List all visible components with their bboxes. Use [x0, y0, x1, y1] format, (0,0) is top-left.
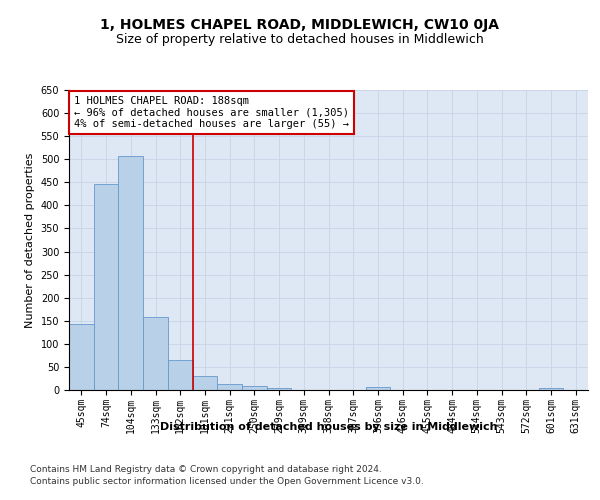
Bar [267, 388, 292, 390]
Bar [242, 386, 267, 390]
Text: Distribution of detached houses by size in Middlewich: Distribution of detached houses by size … [160, 422, 497, 432]
Bar [539, 388, 563, 390]
Bar [193, 376, 217, 390]
Bar [168, 360, 193, 390]
Bar [365, 387, 390, 390]
Bar [94, 184, 118, 390]
Text: 1 HOLMES CHAPEL ROAD: 188sqm
← 96% of detached houses are smaller (1,305)
4% of : 1 HOLMES CHAPEL ROAD: 188sqm ← 96% of de… [74, 96, 349, 129]
Text: Contains public sector information licensed under the Open Government Licence v3: Contains public sector information licen… [30, 478, 424, 486]
Text: Size of property relative to detached houses in Middlewich: Size of property relative to detached ho… [116, 32, 484, 46]
Y-axis label: Number of detached properties: Number of detached properties [25, 152, 35, 328]
Text: 1, HOLMES CHAPEL ROAD, MIDDLEWICH, CW10 0JA: 1, HOLMES CHAPEL ROAD, MIDDLEWICH, CW10 … [101, 18, 499, 32]
Text: Contains HM Land Registry data © Crown copyright and database right 2024.: Contains HM Land Registry data © Crown c… [30, 465, 382, 474]
Bar [217, 384, 242, 390]
Bar [69, 324, 94, 390]
Bar [143, 317, 168, 390]
Bar [118, 156, 143, 390]
